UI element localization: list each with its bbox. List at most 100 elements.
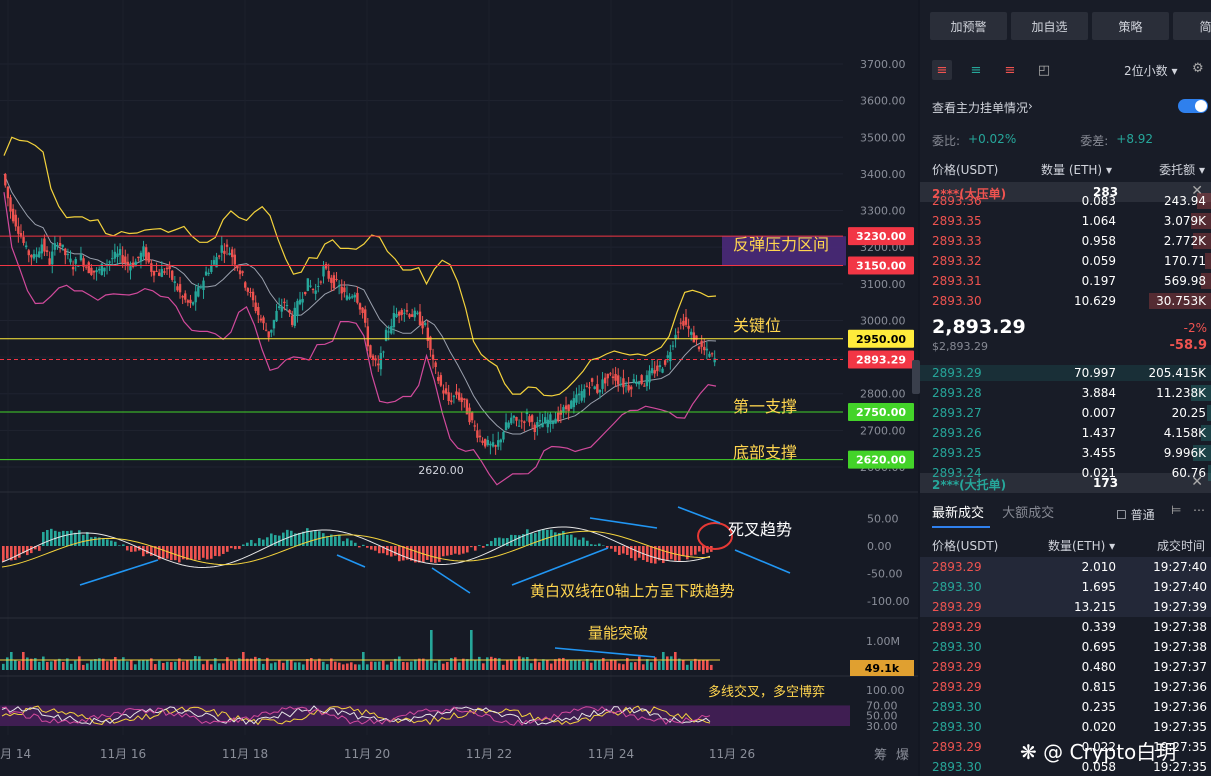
level-badge: [848, 329, 914, 348]
panel-resize-handle[interactable]: [912, 360, 920, 394]
candle-body: [90, 267, 93, 275]
ask-row[interactable]: 2893.30 10.629 30.753K: [920, 291, 1211, 311]
boll-upper-line: [3, 136, 717, 397]
x-tick-label: 11月 26: [709, 747, 755, 761]
decimals-select[interactable]: 2位小数 ▾: [1124, 64, 1178, 78]
macd-histogram-bar: [694, 546, 697, 555]
price-chart[interactable]: 3700.003600.003500.003400.003300.003200.…: [0, 0, 918, 776]
trade-row[interactable]: 2893.29 13.215 19:27:39: [920, 597, 1211, 617]
volume-bar: [50, 661, 53, 670]
candle-body: [632, 379, 636, 383]
macd-histogram-bar: [18, 546, 21, 558]
bid-row[interactable]: 2893.27 0.007 20.25: [920, 403, 1211, 423]
trade-row[interactable]: 2893.30 0.235 19:27:36: [920, 697, 1211, 717]
ask-row[interactable]: 2893.31 0.197 569.98: [920, 271, 1211, 291]
chips-label: 筹: [874, 747, 887, 763]
close-icon[interactable]: ✕: [1191, 474, 1203, 490]
volume-bar: [258, 657, 261, 670]
macd-tick-label: 50.00: [867, 513, 899, 526]
trade-row[interactable]: 2893.29 0.339 19:27:38: [920, 617, 1211, 637]
overview-button[interactable]: 简况: [1173, 12, 1211, 40]
trade-row[interactable]: 2893.29 2.010 19:27:40: [920, 557, 1211, 577]
volume-bar: [426, 659, 429, 670]
candle-body: [630, 386, 633, 390]
candle-body: [296, 300, 299, 316]
volume-bar: [158, 660, 161, 670]
trade-row[interactable]: 2893.29 0.815 19:27:36: [920, 677, 1211, 697]
more-icon[interactable]: ⋯: [1193, 503, 1205, 517]
orders-toggle[interactable]: [1178, 99, 1208, 113]
volume-bar: [242, 652, 245, 670]
candle-body: [593, 386, 596, 389]
bid-row[interactable]: 2893.29 70.997 205.415K: [920, 363, 1211, 383]
ask-qty: 0.083: [1081, 194, 1116, 208]
volume-bar: [458, 662, 461, 670]
macd-histogram-bar: [610, 546, 613, 549]
candle-body: [155, 270, 158, 272]
trade-row[interactable]: 2893.29 0.022 19:27:35: [920, 737, 1211, 757]
macd-histogram-bar: [410, 546, 413, 561]
tab-large-trades[interactable]: 大额成交: [1002, 506, 1055, 521]
asks-only-icon[interactable]: ≡: [1004, 62, 1016, 78]
volume-bar: [586, 659, 589, 670]
col-qty[interactable]: 数量 (ETH) ▾: [1041, 163, 1112, 177]
macd-histogram-bar: [270, 533, 273, 546]
candle-body: [327, 270, 330, 279]
orders-link-row[interactable]: 查看主力挂单情况 ›: [932, 99, 1205, 116]
settings-icon[interactable]: ⚙: [1192, 61, 1204, 76]
level-label: 3150.00: [856, 259, 906, 272]
candle-body: [400, 310, 403, 315]
ask-row[interactable]: 2893.33 0.958 2.772K: [920, 231, 1211, 251]
candle-body: [139, 252, 143, 262]
candle-body: [144, 247, 148, 261]
candle-body: [679, 322, 682, 324]
volume-bar: [614, 660, 617, 670]
candle-body: [77, 265, 80, 267]
chart-area[interactable]: 3700.00 3600.00 3500.00 3400.00 3300.00 3200.…: [0, 0, 918, 776]
col-amount[interactable]: 委托额 ▾: [1159, 163, 1205, 177]
both-sides-icon[interactable]: ≡: [932, 60, 952, 80]
trade-row[interactable]: 2893.30 0.058 19:27:35: [920, 757, 1211, 776]
tab-latest-trades[interactable]: 最新成交: [932, 506, 985, 521]
trade-row[interactable]: 2893.30 0.020 19:27:35: [920, 717, 1211, 737]
candle-body: [100, 263, 104, 276]
strategy-button[interactable]: 策略: [1092, 12, 1169, 40]
macd-histogram-bar: [662, 546, 665, 564]
macd-histogram-bar: [674, 546, 677, 561]
bid-row[interactable]: 2893.28 3.884 11.238K: [920, 383, 1211, 403]
volume-bar: [38, 661, 41, 670]
candle-body: [129, 265, 132, 271]
ask-row[interactable]: 2893.35 1.064 3.079K: [920, 211, 1211, 231]
bid-row[interactable]: 2893.25 3.455 9.996K: [920, 443, 1211, 463]
macd-histogram-bar: [46, 530, 49, 546]
volume-bar: [366, 664, 369, 670]
volume-bar: [270, 663, 273, 670]
macd-histogram-bar: [38, 546, 41, 551]
volume-bar: [22, 652, 25, 670]
bid-row[interactable]: 2893.24 0.021 60.76: [920, 463, 1211, 483]
ask-row[interactable]: 2893.32 0.059 170.71: [920, 251, 1211, 271]
filter-icon[interactable]: ⊨: [1171, 503, 1182, 517]
trade-row[interactable]: 2893.29 0.480 19:27:37: [920, 657, 1211, 677]
candle-body: [108, 261, 111, 263]
orders-link[interactable]: 查看主力挂单情况: [932, 101, 1029, 115]
trade-col-qty[interactable]: 数量(ETH) ▾: [1048, 539, 1116, 553]
depth-icon[interactable]: ◰: [1037, 62, 1051, 78]
candle-body: [150, 263, 153, 272]
bid-row[interactable]: 2893.26 1.437 4.158K: [920, 423, 1211, 443]
trade-row[interactable]: 2893.30 1.695 19:27:40: [920, 577, 1211, 597]
add-alert-button[interactable]: 加预警: [930, 12, 1007, 40]
trade-row[interactable]: 2893.30 0.695 19:27:38: [920, 637, 1211, 657]
close-icon[interactable]: ✕: [1191, 183, 1203, 199]
volume-bar: [642, 664, 645, 670]
candle-body: [512, 415, 516, 418]
bids-only-icon[interactable]: ≡: [970, 62, 982, 78]
level-label: 2950.00: [856, 333, 906, 346]
volume-bar: [550, 663, 553, 670]
add-watchlist-button[interactable]: 加自选: [1011, 12, 1088, 40]
macd-histogram-bar: [682, 546, 685, 557]
ask-row[interactable]: 2893.36 0.083 243.94: [920, 191, 1211, 211]
macd-histogram-bar: [222, 546, 225, 554]
candle-body: [322, 266, 325, 277]
ordinary-checkbox[interactable]: ☐ 普通: [1116, 508, 1155, 522]
